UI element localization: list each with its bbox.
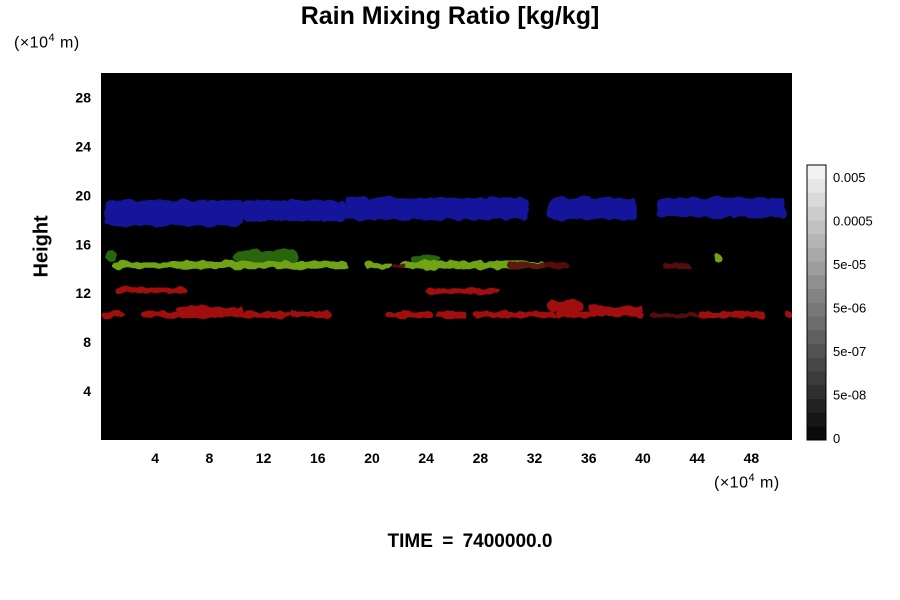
data-bands	[101, 197, 792, 318]
colorbar-level	[807, 288, 826, 303]
band-0	[105, 197, 786, 226]
band-0-segment-2	[344, 197, 528, 220]
colorbar-level	[807, 302, 826, 317]
band-4-segment-1	[663, 263, 691, 269]
colorbar-tick-label: 0.0005	[833, 214, 873, 229]
band-2-segment-0	[233, 250, 298, 262]
x-tick-label: 48	[744, 450, 760, 466]
x-tick-label: 12	[256, 450, 272, 466]
time-readout: TIME = 7400000.0	[0, 531, 900, 553]
colorbar-level	[807, 220, 826, 235]
band-3-segment-9	[114, 287, 187, 294]
band-3-segment-6	[554, 311, 643, 318]
colorbar-tick-label: 0	[833, 431, 840, 446]
x-tick-label: 8	[205, 450, 213, 466]
band-3-segment-1	[141, 311, 291, 318]
band-0-segment-1	[243, 200, 345, 222]
y-axis-unit: (×104 m)	[14, 32, 80, 52]
colorbar-level	[807, 316, 826, 331]
x-tick-label: 28	[473, 450, 489, 466]
band-3-segment-7	[697, 311, 765, 318]
time-label: TIME	[387, 531, 433, 552]
x-tick-label: 44	[689, 450, 705, 466]
x-tick-label: 40	[635, 450, 651, 466]
band-3-segment-4	[435, 311, 467, 318]
y-tick-label: 24	[75, 138, 91, 154]
colorbar-level	[807, 371, 826, 386]
band-1	[111, 254, 722, 269]
colorbar-level	[807, 233, 826, 248]
colorbar-level	[807, 357, 826, 372]
colorbar-frame	[806, 164, 827, 441]
band-0-segment-3	[548, 197, 637, 220]
colorbar-level	[807, 275, 826, 290]
band-4	[392, 262, 698, 318]
colorbar-level	[807, 192, 826, 207]
x-tick-label: 20	[364, 450, 380, 466]
band-3-segment-10	[426, 288, 501, 295]
colorbar-level	[807, 412, 826, 427]
time-equals: =	[442, 531, 454, 552]
colorbar-level	[807, 385, 826, 400]
colorbar-level	[807, 261, 826, 276]
x-tick-label: 4	[151, 450, 159, 466]
band-3-segment-3	[385, 311, 433, 318]
band-4-segment-0	[507, 262, 569, 269]
colorbar-level	[807, 178, 826, 193]
band-3	[101, 287, 792, 318]
band-0-segment-4	[656, 197, 786, 218]
time-value: 7400000.0	[462, 531, 553, 552]
y-tick-label: 20	[75, 187, 91, 203]
y-tick-label: 4	[83, 383, 91, 399]
band-3-segment-13	[175, 306, 244, 312]
band-4-segment-2	[392, 263, 406, 269]
band-2	[106, 250, 440, 262]
x-axis-unit: (×104 m)	[714, 472, 780, 492]
band-3-segment-2	[290, 311, 332, 318]
x-tick-label: 16	[310, 450, 326, 466]
band-0-segment-0	[105, 200, 244, 226]
band-1-segment-3	[713, 254, 722, 262]
band-1-segment-0	[111, 261, 348, 269]
colorbar-level	[807, 426, 826, 441]
y-tick-label: 8	[83, 334, 91, 350]
colorbar-tick-label: 5e-06	[833, 301, 866, 316]
colorbar-tick-label: 0.005	[833, 170, 866, 185]
colorbar-level	[807, 330, 826, 345]
y-tick-label: 12	[75, 285, 91, 301]
colorbar-tick-label: 5e-05	[833, 257, 866, 272]
colorbar-level	[807, 247, 826, 262]
band-4-segment-3	[649, 312, 698, 318]
band-3-segment-0	[101, 311, 125, 318]
colorbar-level	[807, 206, 826, 221]
band-2-segment-2	[106, 250, 116, 262]
band-3-segment-8	[785, 311, 792, 318]
band-2-segment-1	[409, 255, 440, 262]
y-tick-label: 28	[75, 89, 91, 105]
colorbar-level	[807, 165, 826, 180]
band-1-segment-1	[365, 262, 393, 269]
y-tick-label: 16	[75, 236, 91, 252]
colorbar-level	[807, 343, 826, 358]
plot-background	[101, 73, 792, 440]
x-tick-label: 32	[527, 450, 543, 466]
chart-title: Rain Mixing Ratio [kg/kg]	[300, 2, 600, 30]
colorbar-level	[807, 398, 826, 413]
x-tick-label: 36	[581, 450, 597, 466]
band-3-segment-5	[473, 311, 555, 318]
colorbar-tick-label: 5e-08	[833, 388, 866, 403]
colorbar-tick-label: 5e-07	[833, 344, 866, 359]
band-3-segment-11	[548, 300, 582, 312]
band-3-segment-12	[588, 305, 643, 312]
x-tick-label: 24	[418, 450, 434, 466]
